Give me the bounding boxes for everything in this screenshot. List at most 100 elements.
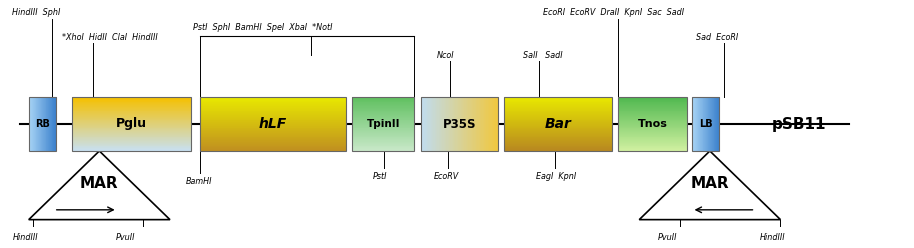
Bar: [200, 100, 345, 101]
Bar: [618, 108, 686, 109]
Bar: [72, 127, 191, 128]
Bar: [34, 97, 35, 151]
Bar: [72, 110, 191, 111]
Bar: [482, 97, 484, 151]
Bar: [505, 132, 611, 133]
Bar: [352, 146, 414, 147]
Bar: [618, 124, 686, 125]
Bar: [618, 114, 686, 115]
Bar: [505, 142, 611, 143]
Bar: [352, 137, 414, 138]
Bar: [352, 143, 414, 144]
Bar: [200, 138, 345, 139]
Bar: [711, 97, 712, 151]
Bar: [200, 131, 345, 132]
Bar: [352, 126, 414, 128]
Bar: [449, 97, 452, 151]
Bar: [489, 97, 491, 151]
Bar: [200, 107, 345, 108]
Bar: [696, 97, 697, 151]
Bar: [200, 141, 345, 142]
Bar: [430, 97, 433, 151]
Bar: [505, 135, 611, 136]
Bar: [72, 135, 191, 136]
Bar: [35, 97, 37, 151]
Bar: [505, 112, 611, 113]
Bar: [505, 129, 611, 130]
Text: TpinII: TpinII: [367, 119, 400, 129]
Bar: [505, 145, 611, 147]
Bar: [618, 120, 686, 121]
Text: Bar: Bar: [545, 117, 571, 131]
Bar: [200, 146, 345, 147]
Text: P35S: P35S: [442, 118, 476, 130]
Bar: [707, 97, 708, 151]
Bar: [38, 97, 40, 151]
Bar: [72, 98, 191, 99]
Bar: [480, 97, 482, 151]
Bar: [352, 145, 414, 147]
Bar: [618, 98, 686, 99]
Bar: [618, 132, 686, 133]
Bar: [618, 116, 686, 117]
Bar: [200, 125, 345, 126]
Bar: [505, 125, 611, 127]
Bar: [352, 130, 414, 131]
Bar: [445, 97, 447, 151]
Bar: [72, 144, 191, 146]
Bar: [420, 97, 498, 151]
Bar: [352, 113, 414, 114]
Bar: [618, 104, 686, 105]
Bar: [618, 135, 686, 137]
Bar: [38, 97, 39, 151]
Bar: [28, 97, 56, 151]
Bar: [72, 131, 191, 132]
Bar: [72, 129, 191, 130]
Bar: [352, 98, 414, 100]
Bar: [473, 97, 474, 151]
Bar: [352, 132, 414, 133]
Bar: [711, 97, 713, 151]
Bar: [352, 150, 414, 151]
Bar: [505, 149, 611, 150]
Bar: [618, 145, 686, 147]
Bar: [72, 137, 191, 138]
Bar: [505, 101, 611, 102]
Bar: [696, 97, 698, 151]
Bar: [352, 110, 414, 111]
Bar: [40, 97, 42, 151]
Bar: [618, 149, 686, 150]
Bar: [462, 97, 464, 151]
Bar: [505, 97, 611, 151]
Bar: [467, 97, 469, 151]
Bar: [717, 97, 718, 151]
Bar: [695, 97, 696, 151]
Bar: [200, 98, 345, 100]
Bar: [200, 129, 345, 130]
Bar: [618, 142, 686, 143]
Bar: [699, 97, 701, 151]
Bar: [493, 97, 495, 151]
Bar: [72, 97, 191, 151]
Bar: [352, 133, 414, 134]
Bar: [707, 97, 708, 151]
Bar: [505, 136, 611, 137]
Bar: [72, 117, 191, 118]
Bar: [352, 103, 414, 104]
Bar: [618, 100, 686, 101]
Bar: [200, 119, 345, 120]
Bar: [492, 97, 494, 151]
Bar: [701, 97, 702, 151]
Bar: [466, 97, 468, 151]
Bar: [72, 124, 191, 125]
Bar: [72, 150, 191, 151]
Bar: [618, 131, 686, 132]
Bar: [618, 148, 686, 149]
Bar: [420, 97, 423, 151]
Bar: [716, 97, 717, 151]
Bar: [352, 118, 414, 119]
Bar: [488, 97, 490, 151]
Bar: [72, 141, 191, 142]
Bar: [72, 128, 191, 129]
Bar: [49, 97, 50, 151]
